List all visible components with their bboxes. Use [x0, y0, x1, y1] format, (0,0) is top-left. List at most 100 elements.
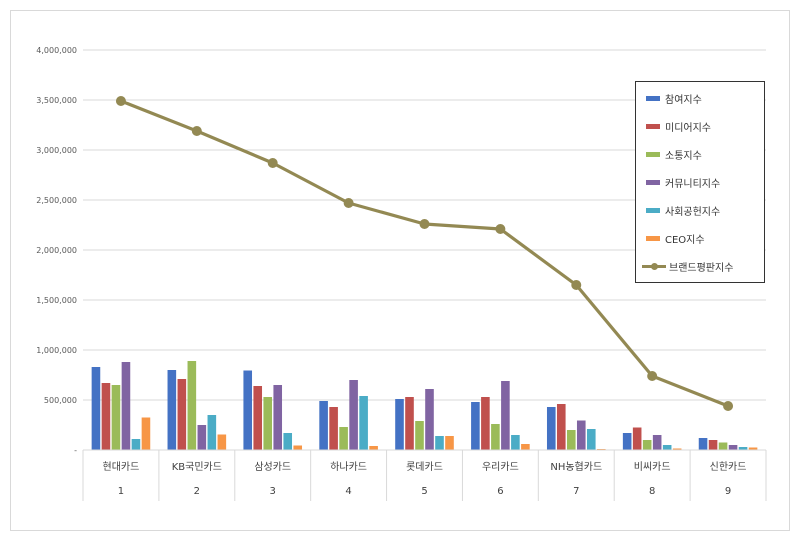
- legend-line-marker: [642, 262, 666, 270]
- bar-2-1: [187, 361, 197, 450]
- category-label: 삼성카드: [254, 461, 291, 473]
- bar-2-7: [642, 440, 652, 450]
- category-label: 현대카드: [103, 461, 140, 473]
- bar-3-2: [273, 385, 283, 450]
- legend-label: 참여지수: [665, 94, 702, 106]
- category-index-label: 9: [725, 486, 731, 497]
- category-label: 하나카드: [330, 460, 367, 473]
- bar-series: [91, 361, 758, 450]
- legend-swatch: [646, 95, 660, 101]
- legend-swatch: [646, 179, 660, 185]
- bar-4-5: [511, 435, 520, 450]
- legend-label: CEO지수: [665, 234, 705, 246]
- category-label: 신한카드: [710, 461, 747, 473]
- chart-frame: - 500,000 1,000,000 1,500,000 2,000,000 2,500…: [10, 10, 790, 531]
- legend-swatch: [646, 207, 660, 213]
- y-tick-label: 500,000: [44, 396, 77, 405]
- line-point-1: [191, 126, 202, 136]
- bar-0-3: [319, 401, 328, 450]
- gridlines: [83, 49, 766, 451]
- bar-1-0: [101, 383, 111, 450]
- bar-1-4: [405, 397, 414, 450]
- category-index-label: 7: [573, 486, 579, 497]
- bar-0-1: [167, 370, 177, 450]
- line-point-5: [495, 224, 506, 234]
- bar-4-7: [662, 445, 672, 450]
- bar-2-2: [263, 397, 273, 450]
- bar-0-4: [395, 399, 404, 450]
- category-index-label: 4: [345, 486, 351, 497]
- bar-3-1: [197, 425, 207, 450]
- bar-3-7: [652, 435, 662, 450]
- bar-1-6: [556, 404, 566, 450]
- legend-swatch: [646, 235, 660, 241]
- bar-5-8: [748, 447, 758, 450]
- y-tick-label: 3,500,000: [36, 96, 77, 105]
- category-label: KB국민카드: [172, 461, 222, 473]
- bar-0-2: [243, 370, 253, 450]
- legend-item: 커뮤니티지수: [636, 172, 720, 192]
- y-axis-tick-labels: - 500,000 1,000,000 1,500,000 2,000,000 2,500…: [36, 46, 77, 455]
- category-label: 롯데카드: [406, 461, 443, 473]
- bar-0-0: [91, 367, 101, 450]
- bar-0-7: [622, 433, 632, 450]
- line-point-4: [419, 219, 430, 229]
- bar-1-7: [632, 427, 642, 450]
- legend-label: 미디어지수: [665, 122, 711, 134]
- bar-0-5: [471, 402, 480, 450]
- chart-canvas: - 500,000 1,000,000 1,500,000 2,000,000 2,500…: [36, 46, 767, 501]
- bar-5-2: [293, 445, 303, 450]
- bar-5-3: [369, 446, 378, 450]
- legend-label: 커뮤니티지수: [665, 178, 721, 190]
- bar-2-5: [491, 424, 500, 450]
- legend-swatch: [646, 123, 660, 129]
- y-tick-label: 3,000,000: [36, 146, 77, 155]
- bar-1-2: [253, 386, 263, 450]
- y-tick-label: 2,000,000: [36, 246, 77, 255]
- bar-1-5: [481, 397, 490, 450]
- line-point-0: [115, 96, 126, 106]
- bar-3-3: [349, 380, 358, 450]
- category-label: NH농협카드: [550, 460, 602, 473]
- bar-3-5: [501, 381, 510, 450]
- bar-2-3: [339, 427, 348, 450]
- y-tick-label: 1,500,000: [36, 296, 77, 305]
- line-point-2: [267, 158, 278, 168]
- bar-2-4: [415, 421, 424, 450]
- legend-item: 소통지수: [636, 144, 702, 164]
- y-tick-label: 2,500,000: [36, 196, 77, 205]
- bar-2-8: [718, 442, 728, 450]
- bar-3-4: [425, 389, 434, 450]
- y-tick-label: 4,000,000: [36, 46, 77, 55]
- x-axis-category-labels: 현대카드 1 KB국민카드 2 삼성카드 3 하나카드 4 롯데카드 5 우리카드 6 NH농협카드 7 비…: [82, 449, 767, 501]
- line-point-3: [343, 198, 354, 208]
- line-point-6: [571, 280, 582, 290]
- bar-5-4: [445, 436, 454, 450]
- bar-4-0: [131, 439, 141, 450]
- category-index-label: 2: [194, 486, 200, 497]
- bar-4-8: [738, 447, 748, 450]
- bar-1-3: [329, 407, 338, 450]
- bar-0-6: [546, 407, 556, 450]
- bar-5-0: [141, 417, 151, 450]
- bar-5-5: [521, 444, 530, 450]
- bar-2-0: [111, 385, 121, 450]
- legend-label: 소통지수: [665, 150, 702, 162]
- brand-index-line: [115, 96, 734, 411]
- bar-4-4: [435, 436, 444, 450]
- legend-item: 브랜드평판지수: [636, 256, 733, 276]
- bar-1-1: [177, 379, 187, 450]
- bar-4-1: [207, 415, 217, 450]
- bar-1-8: [708, 440, 718, 450]
- category-index-label: 6: [497, 486, 503, 497]
- line-point-8: [723, 401, 734, 411]
- bar-4-2: [283, 433, 293, 450]
- category-index-label: 8: [649, 486, 655, 497]
- legend-item: 사회공헌지수: [636, 200, 720, 220]
- legend-swatch: [646, 151, 660, 157]
- bar-5-7: [672, 448, 682, 450]
- bar-3-8: [728, 445, 738, 450]
- legend-label: 사회공헌지수: [665, 206, 721, 218]
- legend-label: 브랜드평판지수: [669, 262, 734, 274]
